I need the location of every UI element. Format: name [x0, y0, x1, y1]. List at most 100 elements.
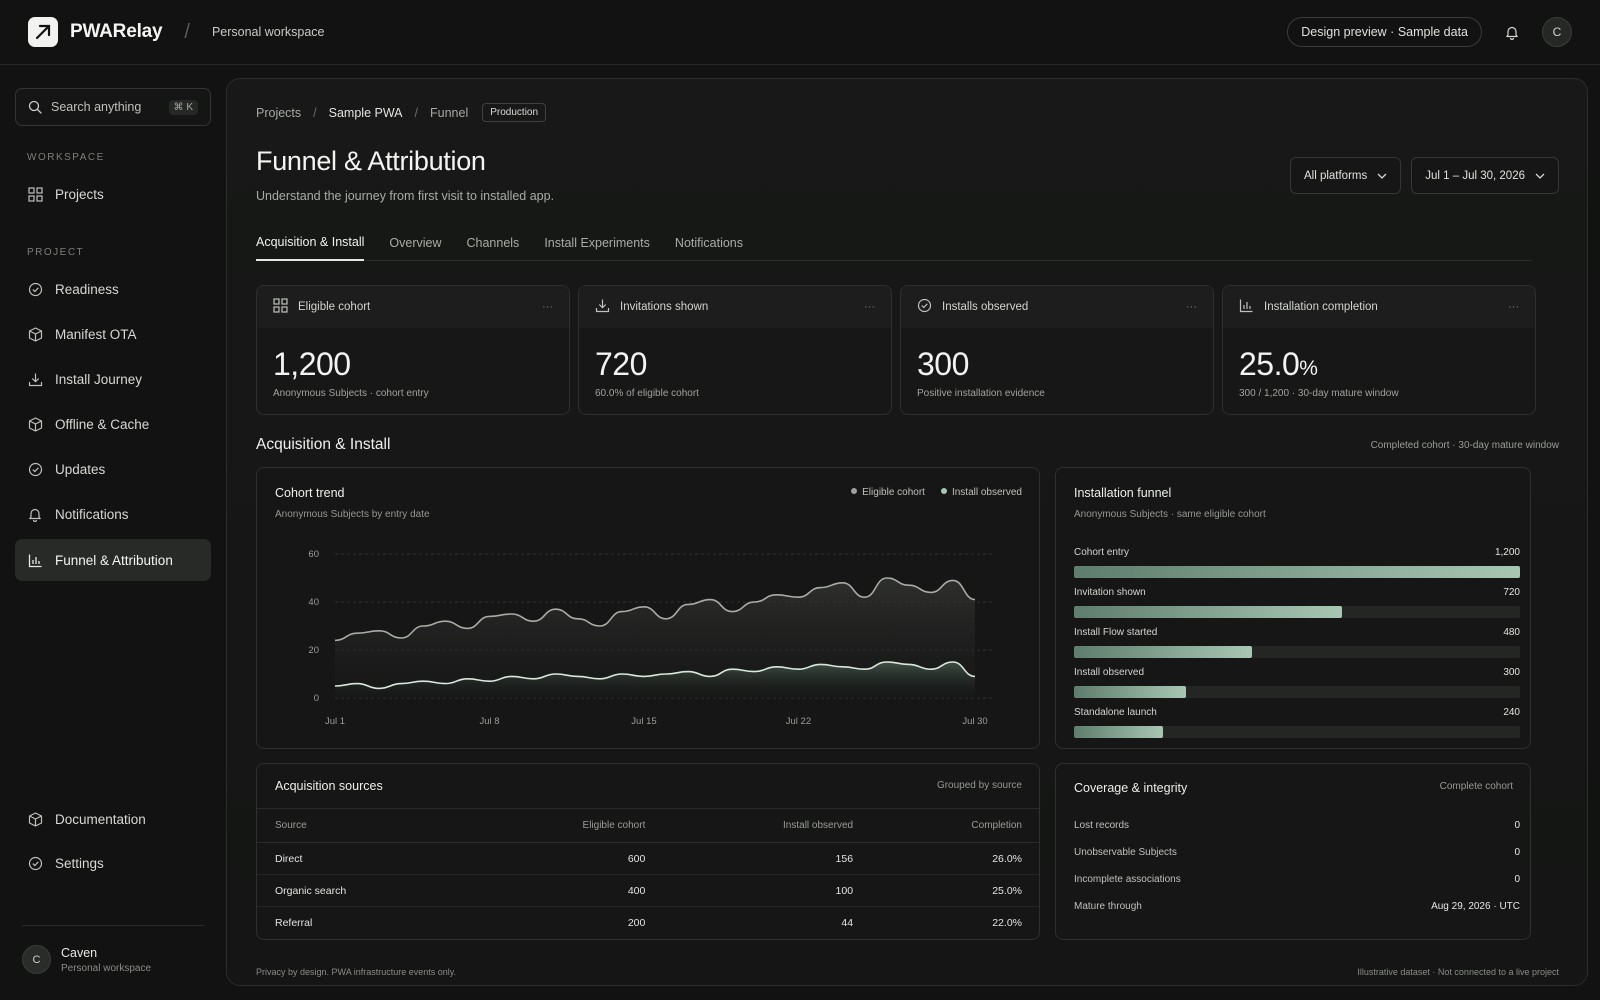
notifications-bell-icon[interactable] [1500, 20, 1524, 44]
page-subtitle: Understand the journey from first visit … [256, 189, 555, 203]
tab-notifications[interactable]: Notifications [674, 235, 744, 250]
breadcrumb: Projects / Sample PWA / Funnel Productio… [256, 103, 547, 122]
column-header-eligible-cohort[interactable]: Eligible cohort [469, 808, 663, 843]
stat-note: Positive installation evidence [917, 388, 1045, 399]
funnel-bar-fill [1074, 726, 1164, 738]
stat-value: 1,200 [273, 346, 351, 382]
table-header-row: Source Eligible cohort Install observed … [257, 808, 1039, 843]
footer-dataset-note: Illustrative dataset · Not connected to … [1357, 967, 1559, 977]
sidebar-item-updates[interactable]: Updates [15, 448, 211, 490]
funnel-bar-track [1074, 726, 1520, 738]
funnel-bar-track [1074, 686, 1520, 698]
y-tick-label: 60 [308, 549, 319, 560]
design-preview-pill[interactable]: Design preview · Sample data [1287, 17, 1482, 47]
legend-item-eligible-cohort[interactable]: Eligible cohort [851, 487, 925, 498]
coverage-label: Unobservable Subjects [1074, 847, 1177, 858]
top-bar: PWARelay / Personal workspace Design pre… [0, 0, 1600, 65]
date-range-value: Jul 1 – Jul 30, 2026 [1425, 169, 1525, 182]
table-row[interactable]: Direct 600 156 26.0% [257, 842, 1039, 875]
search-shortcut: ⌘ K [168, 99, 198, 115]
workspace-switcher[interactable]: Personal workspace [211, 25, 325, 39]
user-profile[interactable]: C Caven Personal workspace [22, 945, 151, 974]
sidebar-item-settings[interactable]: Settings [15, 842, 211, 884]
stat-menu[interactable]: ··· [542, 301, 553, 313]
download-icon [27, 371, 43, 387]
sidebar-item-readiness[interactable]: Readiness [15, 268, 211, 310]
coverage-label: Incomplete associations [1074, 874, 1181, 885]
card-title: Acquisition sources [275, 779, 383, 793]
funnel-step-value: 480 [1503, 627, 1520, 638]
sidebar: Search anything ⌘ K WORKSPACE Projects P… [0, 65, 226, 1000]
section-note: Completed cohort · 30-day mature window [1371, 440, 1559, 451]
funnel-bar-fill [1074, 686, 1186, 698]
y-tick-label: 20 [308, 645, 319, 656]
coverage-row: Unobservable Subjects 0 [1074, 847, 1520, 858]
user-avatar[interactable]: C [1542, 17, 1572, 47]
stat-value: 25.0 [1239, 346, 1300, 382]
tab-channels[interactable]: Channels [466, 235, 520, 250]
page-title: Funnel & Attribution [256, 146, 486, 176]
sidebar-item-funnel-attribution[interactable]: Funnel & Attribution [15, 539, 211, 581]
sidebar-item-documentation[interactable]: Documentation [15, 798, 211, 840]
sidebar-item-install-journey[interactable]: Install Journey [15, 358, 211, 400]
series-line [334, 577, 976, 642]
user-workspace: Personal workspace [61, 962, 152, 974]
y-tick-label: 40 [308, 597, 319, 608]
x-tick-label: Jul 8 [479, 716, 499, 727]
legend-item-install-observed[interactable]: Install observed [940, 487, 1022, 498]
sidebar-item-projects[interactable]: Projects [15, 173, 211, 215]
grid-icon [27, 186, 43, 202]
legend-label: Eligible cohort [862, 487, 925, 498]
sidebar-item-label: Funnel & Attribution [55, 552, 173, 568]
column-header-source[interactable]: Source [257, 808, 470, 843]
coverage-label: Lost records [1074, 820, 1130, 831]
card-title: Coverage & integrity [1074, 781, 1188, 795]
sidebar-item-label: Install Journey [55, 371, 143, 387]
box-icon [27, 416, 43, 432]
sidebar-item-offline-cache[interactable]: Offline & Cache [15, 403, 211, 445]
tab-acquisition-install[interactable]: Acquisition & Install [256, 224, 365, 261]
platform-filter[interactable]: All platforms [1289, 157, 1402, 194]
column-header-completion[interactable]: Completion [870, 808, 1039, 843]
stat-menu[interactable]: ··· [1508, 301, 1519, 313]
table-cell: 600 [469, 842, 663, 875]
stat-card-installs-observed: Installs observed ··· 300 Positive insta… [900, 285, 1214, 415]
sidebar-item-notifications[interactable]: Notifications [15, 493, 211, 535]
column-header-install-observed[interactable]: Install observed [662, 808, 871, 843]
funnel-bar-fill [1074, 606, 1342, 618]
breadcrumb-projects[interactable]: Projects [256, 105, 302, 120]
tab-overview[interactable]: Overview [389, 235, 442, 250]
sidebar-item-label: Projects [55, 186, 104, 202]
funnel-step-value: 300 [1503, 667, 1520, 678]
funnel-step-value: 1,200 [1494, 547, 1520, 558]
tab-install-experiments[interactable]: Install Experiments [544, 235, 650, 250]
breadcrumb-sample-pwa[interactable]: Sample PWA [328, 105, 403, 120]
stat-menu[interactable]: ··· [864, 301, 875, 313]
sidebar-item-manifest-ota[interactable]: Manifest OTA [15, 313, 211, 355]
tab-bar: Acquisition & Install Overview Channels … [256, 224, 1532, 261]
sidebar-divider [22, 925, 204, 926]
stat-value: 720 [595, 346, 647, 382]
download-icon [595, 298, 610, 316]
environment-badge: Production [482, 103, 547, 122]
bar-chart-icon [27, 552, 43, 568]
stat-card-installation-completion: Installation completion ··· 25.0% 300 / … [1222, 285, 1536, 415]
filters: All platforms Jul 1 – Jul 30, 2026 [1289, 157, 1559, 194]
cohort-trend-chart: 0 20 40 60 Jul 1 Jul 8 Jul 15 Jul 22 Jul 30 [308, 549, 993, 727]
stat-menu[interactable]: ··· [1186, 301, 1197, 313]
search-icon [28, 100, 42, 114]
search-input[interactable]: Search anything ⌘ K [15, 88, 211, 126]
table-row[interactable]: Organic search 400 100 25.0% [257, 874, 1039, 907]
app-logo[interactable] [28, 17, 58, 47]
check-circle-icon [27, 461, 43, 477]
table-row[interactable]: Referral 200 44 22.0% [257, 907, 1039, 939]
sidebar-item-label: Manifest OTA [55, 326, 137, 342]
footer-dataset-text: Illustrative dataset · Not connected to … [1357, 967, 1559, 977]
date-range-filter[interactable]: Jul 1 – Jul 30, 2026 [1411, 157, 1559, 194]
cohort-trend-card: 0 20 40 60 Jul 1 Jul 8 Jul 15 Jul 22 Jul 30 Coho… [256, 467, 1040, 749]
breadcrumb-funnel[interactable]: Funnel [430, 105, 469, 120]
section-note-text: Completed cohort · 30-day mature window [1370, 440, 1559, 451]
x-tick-label: Jul 30 [962, 716, 987, 727]
stat-note: Anonymous Subjects · cohort entry [273, 388, 429, 399]
funnel-bar-fill [1074, 646, 1253, 658]
